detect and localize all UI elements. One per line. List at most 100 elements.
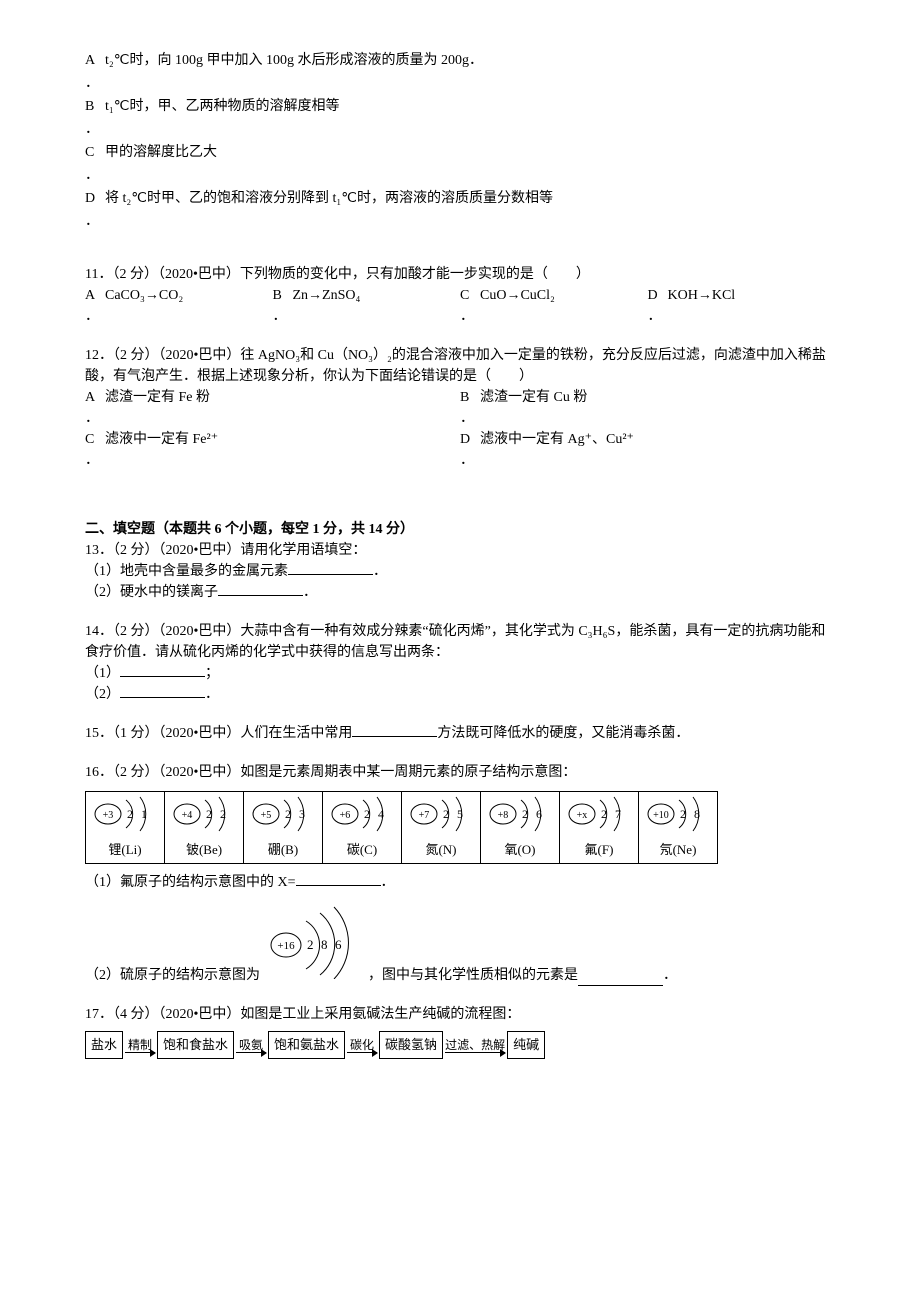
dot: ． <box>85 165 835 186</box>
q11-opt-b: BZn→ZnSO₄ <box>273 285 461 306</box>
opt-label: C <box>85 142 105 163</box>
q11-options: ACaCO₃→CO₂ BZn→ZnSO₄ CCuO→CuCl₂ DKOH→KCl <box>85 285 835 306</box>
q14-stem: 14．（2 分）（2020•巴中）大蒜中含有一种有效成分辣素“硫化丙烯”，其化学… <box>85 621 835 663</box>
q16-p1: （1）氟原子的结构示意图中的 X=． <box>85 872 835 893</box>
svg-text:2: 2 <box>285 807 291 821</box>
dot: ． <box>460 306 648 327</box>
blank-input[interactable] <box>578 972 663 986</box>
blank-input[interactable] <box>352 723 437 737</box>
q10-opt-b: B t₁℃时，甲、乙两种物质的溶解度相等 <box>85 96 835 117</box>
q16-p2: （2）硫原子的结构示意图为 +16 2 8 6 ，图中与其化学性质相似的元素是． <box>85 899 835 986</box>
dot: ． <box>460 450 835 471</box>
opt-label: C <box>460 285 480 306</box>
flow-arrow: 吸氨 <box>234 1036 268 1053</box>
q14-p2: （2）． <box>85 684 835 705</box>
q14-p1: （1）； <box>85 663 835 684</box>
flow-box: 盐水 <box>85 1031 123 1059</box>
q12-row2: C滤液中一定有 Fe²⁺ D滤液中一定有 Ag⁺、Cu²⁺ <box>85 429 835 450</box>
atom-icon: +6 2 4 <box>329 796 395 832</box>
dot: ． <box>85 119 835 140</box>
opt-label: A <box>85 387 105 408</box>
q16: 16．（2 分）（2020•巴中）如图是元素周期表中某一周期元素的原子结构示意图… <box>85 762 835 986</box>
flow-arrow: 碳化 <box>345 1036 379 1053</box>
q13-stem: 13．（2 分）（2020•巴中）请用化学用语填空： <box>85 540 835 561</box>
q10-opt-a: A t₂℃时，向 100g 甲中加入 100g 水后形成溶液的质量为 200g． <box>85 50 835 71</box>
q14: 14．（2 分）（2020•巴中）大蒜中含有一种有效成分辣素“硫化丙烯”，其化学… <box>85 621 835 705</box>
q12-row1: A滤渣一定有 Fe 粉 B滤渣一定有 Cu 粉 <box>85 387 835 408</box>
q12-opt-d: D滤液中一定有 Ag⁺、Cu²⁺ <box>460 429 835 450</box>
opt-text: CuO→CuCl₂ <box>480 285 555 306</box>
q11-opt-a: ACaCO₃→CO₂ <box>85 285 273 306</box>
flow-box: 纯碱 <box>507 1031 545 1059</box>
blank-input[interactable] <box>296 872 381 886</box>
svg-text:6: 6 <box>536 807 542 821</box>
q16-stem: 16．（2 分）（2020•巴中）如图是元素周期表中某一周期元素的原子结构示意图… <box>85 762 835 783</box>
flow-box: 饱和氨盐水 <box>268 1031 345 1059</box>
element-cell: +5 2 3 硼(B) <box>244 792 323 863</box>
dot: ． <box>460 408 835 429</box>
blank-input[interactable] <box>120 684 205 698</box>
dot: ． <box>85 450 460 471</box>
svg-text:+8: +8 <box>498 810 509 821</box>
element-cell: +x 2 7 氟(F) <box>560 792 639 863</box>
q10-opt-d: D 将 t₂℃时甲、乙的饱和溶液分别降到 t₁℃时，两溶液的溶质质量分数相等 <box>85 188 835 209</box>
q11-opt-d: DKOH→KCl <box>648 285 836 306</box>
element-name: 铍(Be) <box>171 840 237 860</box>
element-cell: +7 2 5 氮(N) <box>402 792 481 863</box>
dot: ． <box>85 73 835 94</box>
element-name: 锂(Li) <box>92 840 158 860</box>
q10-opt-c: C 甲的溶解度比乙大 <box>85 142 835 163</box>
opt-text: 将 t₂℃时甲、乙的饱和溶液分别降到 t₁℃时，两溶液的溶质质量分数相等 <box>105 188 835 209</box>
opt-label: B <box>460 387 480 408</box>
svg-text:8: 8 <box>321 937 328 952</box>
q13: 13．（2 分）（2020•巴中）请用化学用语填空： （1）地壳中含量最多的金属… <box>85 540 835 603</box>
opt-label: A <box>85 50 105 71</box>
q15-stem-b: 方法既可降低水的硬度，又能消毒杀菌． <box>437 726 689 741</box>
q11: 11．（2 分）（2020•巴中）下列物质的变化中，只有加酸才能一步实现的是（ … <box>85 264 835 327</box>
svg-text:2: 2 <box>220 807 226 821</box>
sulfur-z: +16 <box>277 940 295 952</box>
dot: ． <box>648 306 836 327</box>
q12-opt-b: B滤渣一定有 Cu 粉 <box>460 387 835 408</box>
element-name: 氧(O) <box>487 840 553 860</box>
blank-input[interactable] <box>218 582 303 596</box>
element-name: 氖(Ne) <box>645 840 711 860</box>
blank-input[interactable] <box>120 663 205 677</box>
blank-input[interactable] <box>288 561 373 575</box>
opt-text: 滤渣一定有 Fe 粉 <box>105 387 210 408</box>
opt-label: D <box>460 429 480 450</box>
element-name: 碳(C) <box>329 840 395 860</box>
q15-stem-a: 15．（1 分）（2020•巴中）人们在生活中常用 <box>85 726 352 741</box>
q12: 12．（2 分）（2020•巴中）往 AgNO₃和 Cu（NO₃）₂的混合溶液中… <box>85 345 835 471</box>
svg-text:2: 2 <box>307 937 314 952</box>
element-cell: +6 2 4 碳(C) <box>323 792 402 863</box>
q12-stem: 12．（2 分）（2020•巴中）往 AgNO₃和 Cu（NO₃）₂的混合溶液中… <box>85 345 835 387</box>
q13-p1: （1）地壳中含量最多的金属元素． <box>85 561 835 582</box>
opt-text: CaCO₃→CO₂ <box>105 285 183 306</box>
q11-opt-c: CCuO→CuCl₂ <box>460 285 648 306</box>
periodic-table: +3 2 1 锂(Li) +4 2 2 铍(Be) +5 2 3 硼(B) <box>85 791 718 864</box>
dot: ． <box>273 306 461 327</box>
element-cell: +3 2 1 锂(Li) <box>86 792 165 863</box>
svg-text:1: 1 <box>141 807 147 821</box>
dot: ． <box>85 211 835 232</box>
element-name: 氮(N) <box>408 840 474 860</box>
opt-label: C <box>85 429 105 450</box>
opt-text: 滤液中一定有 Ag⁺、Cu²⁺ <box>480 429 634 450</box>
svg-text:4: 4 <box>378 807 384 821</box>
atom-icon: +8 2 6 <box>487 796 553 832</box>
opt-text: KOH→KCl <box>668 285 736 306</box>
flow-diagram: 盐水精制饱和食盐水吸氨饱和氨盐水碳化碳酸氢钠过滤、热解纯碱 <box>85 1031 835 1059</box>
opt-text: Zn→ZnSO₄ <box>293 285 361 306</box>
q15: 15．（1 分）（2020•巴中）人们在生活中常用 方法既可降低水的硬度，又能消毒… <box>85 723 835 744</box>
opt-text: 滤渣一定有 Cu 粉 <box>480 387 587 408</box>
atom-icon: +x 2 7 <box>566 796 632 832</box>
svg-text:2: 2 <box>443 807 449 821</box>
dot: ． <box>85 306 273 327</box>
svg-text:2: 2 <box>680 807 686 821</box>
svg-text:2: 2 <box>206 807 212 821</box>
atom-icon: +10 2 8 <box>645 796 711 832</box>
svg-text:2: 2 <box>522 807 528 821</box>
q13-p2: （2）硬水中的镁离子． <box>85 582 835 603</box>
q11-stem: 11．（2 分）（2020•巴中）下列物质的变化中，只有加酸才能一步实现的是（ … <box>85 264 835 285</box>
